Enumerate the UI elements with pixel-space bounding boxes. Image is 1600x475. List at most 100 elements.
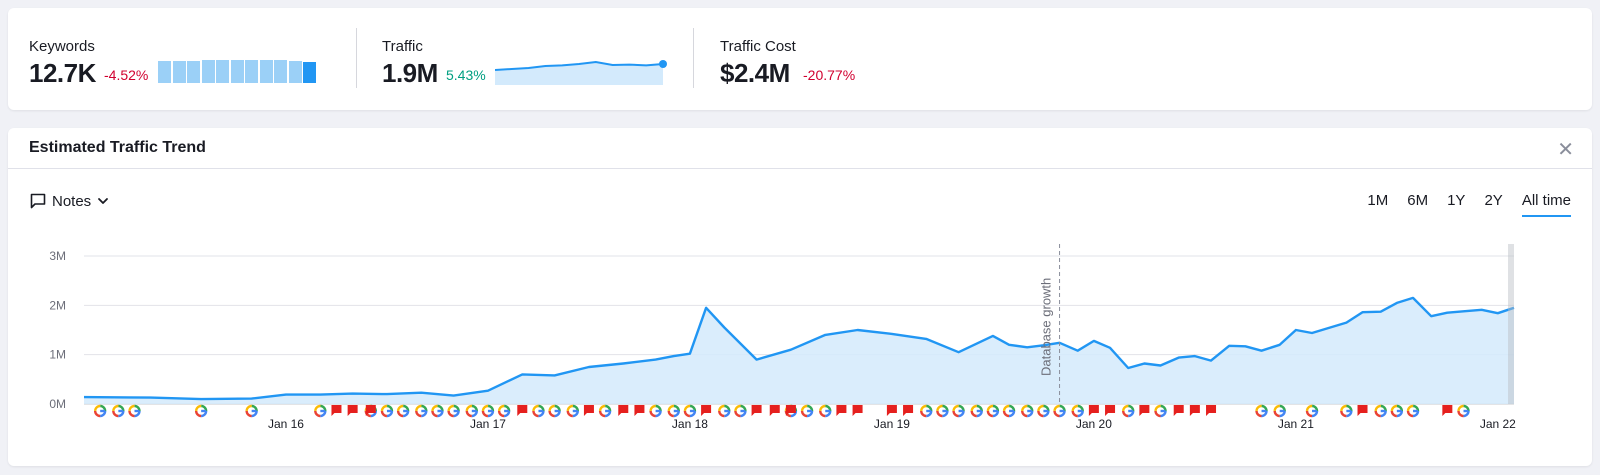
annotation-label: Database growth (1039, 278, 1054, 376)
range-tab-2y[interactable]: 2Y (1484, 192, 1503, 209)
google-update-icon[interactable] (649, 404, 662, 418)
google-update-icon[interactable] (952, 404, 965, 418)
google-update-icon[interactable] (819, 404, 832, 418)
note-flag-icon[interactable] (886, 405, 897, 416)
google-update-icon[interactable] (970, 404, 983, 418)
google-update-icon[interactable] (1021, 404, 1034, 418)
traffic-spark-line (495, 60, 664, 71)
range-tab-1y[interactable]: 1Y (1447, 192, 1466, 209)
keywords-spark-bar (201, 59, 215, 83)
google-update-icon[interactable] (548, 404, 561, 418)
trend-title: Estimated Traffic Trend (29, 139, 206, 156)
google-update-icon[interactable] (1457, 404, 1470, 418)
close-icon[interactable]: ✕ (1557, 139, 1574, 161)
google-update-icon[interactable] (1390, 404, 1404, 418)
google-update-icon[interactable] (1037, 404, 1050, 418)
note-flag-icon[interactable] (1357, 405, 1368, 416)
note-flag-icon[interactable] (836, 405, 847, 416)
google-update-icon[interactable] (1122, 404, 1135, 418)
note-flag-icon[interactable] (751, 405, 762, 416)
google-update-icon[interactable] (396, 404, 410, 418)
note-flag-icon[interactable] (1139, 405, 1150, 416)
keywords-spark-bar (216, 60, 229, 83)
google-update-icon[interactable] (245, 404, 258, 418)
note-flag-icon[interactable] (583, 405, 594, 416)
google-update-icon[interactable] (532, 404, 545, 418)
traffic-metric[interactable]: Traffic 1.9M 5.43% (382, 8, 682, 110)
google-update-icon[interactable] (93, 404, 107, 418)
y-tick-label: 0M (49, 397, 66, 411)
note-flag-icon[interactable] (852, 405, 863, 416)
google-update-icon[interactable] (734, 404, 747, 418)
range-tab-1m[interactable]: 1M (1367, 192, 1389, 209)
google-update-icon[interactable] (566, 404, 579, 418)
google-update-icon[interactable] (497, 404, 511, 418)
google-update-icon[interactable] (112, 404, 125, 418)
traffic-spark-point (659, 60, 667, 68)
note-flag-icon[interactable] (634, 405, 645, 416)
google-update-icon[interactable] (465, 404, 478, 418)
google-update-icon[interactable] (718, 404, 731, 418)
note-flag-icon[interactable] (1189, 405, 1200, 416)
google-update-icon[interactable] (314, 404, 327, 418)
google-update-icon[interactable] (936, 404, 949, 418)
google-update-icon[interactable] (1406, 404, 1420, 418)
traffic-trend-chart[interactable]: 0M 1M 2M 3M Database growth Jan 16 Jan 17 Jan 1… (0, 236, 1600, 436)
keywords-spark-bar (158, 60, 171, 83)
x-tick-label: Jan 21 (1278, 417, 1314, 431)
note-flag-icon[interactable] (701, 405, 712, 416)
google-update-icon[interactable] (1273, 404, 1286, 418)
google-update-icon[interactable] (1374, 404, 1387, 418)
note-flag-icon[interactable] (331, 405, 342, 416)
traffic-sparkline (495, 60, 667, 85)
note-flag-icon[interactable] (365, 405, 376, 416)
note-flag-icon[interactable] (903, 405, 914, 416)
keywords-metric[interactable]: Keywords 12.7K -4.52% (29, 8, 349, 110)
notes-dropdown[interactable]: Notes (29, 192, 109, 210)
google-update-icon[interactable] (667, 404, 680, 418)
note-flag-icon[interactable] (517, 405, 528, 416)
range-tab-all-time[interactable]: All time (1521, 192, 1571, 217)
google-update-icon[interactable] (920, 404, 933, 418)
note-flag-icon[interactable] (1442, 405, 1453, 416)
traffic-trend-card: Estimated Traffic Trend ✕ Notes 1M 6M 1Y 2Y… (8, 128, 1592, 466)
google-update-icon[interactable] (1154, 404, 1167, 418)
traffic-value: 1.9M (382, 58, 438, 88)
note-flag-icon[interactable] (1173, 405, 1184, 416)
traffic-cost-value: $2.4M (720, 58, 790, 88)
note-flag-icon[interactable] (785, 405, 796, 416)
note-flag-icon[interactable] (1206, 405, 1217, 416)
google-update-icon[interactable] (380, 404, 394, 418)
note-flag-icon[interactable] (1105, 405, 1116, 416)
google-update-icon[interactable] (1002, 404, 1016, 418)
keywords-spark-bar (172, 60, 186, 83)
traffic-delta: 5.43% (446, 67, 486, 83)
note-flag-icon[interactable] (769, 405, 780, 416)
x-tick-label: Jan 18 (672, 417, 708, 431)
traffic-cost-delta: -20.77% (803, 67, 856, 83)
google-update-icon[interactable] (986, 404, 1000, 418)
google-update-icon[interactable] (447, 404, 460, 418)
time-range-tabs: 1M 6M 1Y 2Y All time (1348, 192, 1571, 217)
google-update-icon[interactable] (1053, 404, 1066, 418)
range-tab-6m[interactable]: 6M (1407, 192, 1429, 209)
google-update-icon[interactable] (415, 404, 428, 418)
google-update-icon[interactable] (194, 404, 208, 418)
google-update-icon[interactable] (1340, 404, 1353, 418)
google-update-icon[interactable] (1305, 404, 1319, 418)
google-update-icon[interactable] (431, 404, 444, 418)
google-update-icon[interactable] (1071, 404, 1084, 418)
x-tick-label: Jan 22 (1480, 417, 1516, 431)
google-update-icon[interactable] (128, 404, 141, 418)
google-update-icon[interactable] (598, 404, 612, 418)
note-flag-icon[interactable] (618, 405, 629, 416)
divider (693, 28, 694, 88)
google-update-icon[interactable] (800, 404, 814, 418)
traffic-cost-metric[interactable]: Traffic Cost $2.4M -20.77% (720, 8, 1020, 110)
google-update-icon[interactable] (683, 404, 697, 418)
google-update-icon[interactable] (481, 404, 495, 418)
note-flag-icon[interactable] (1088, 405, 1099, 416)
note-flag-icon[interactable] (347, 405, 358, 416)
google-update-icon[interactable] (1255, 404, 1268, 418)
keywords-spark-bar (288, 60, 302, 83)
